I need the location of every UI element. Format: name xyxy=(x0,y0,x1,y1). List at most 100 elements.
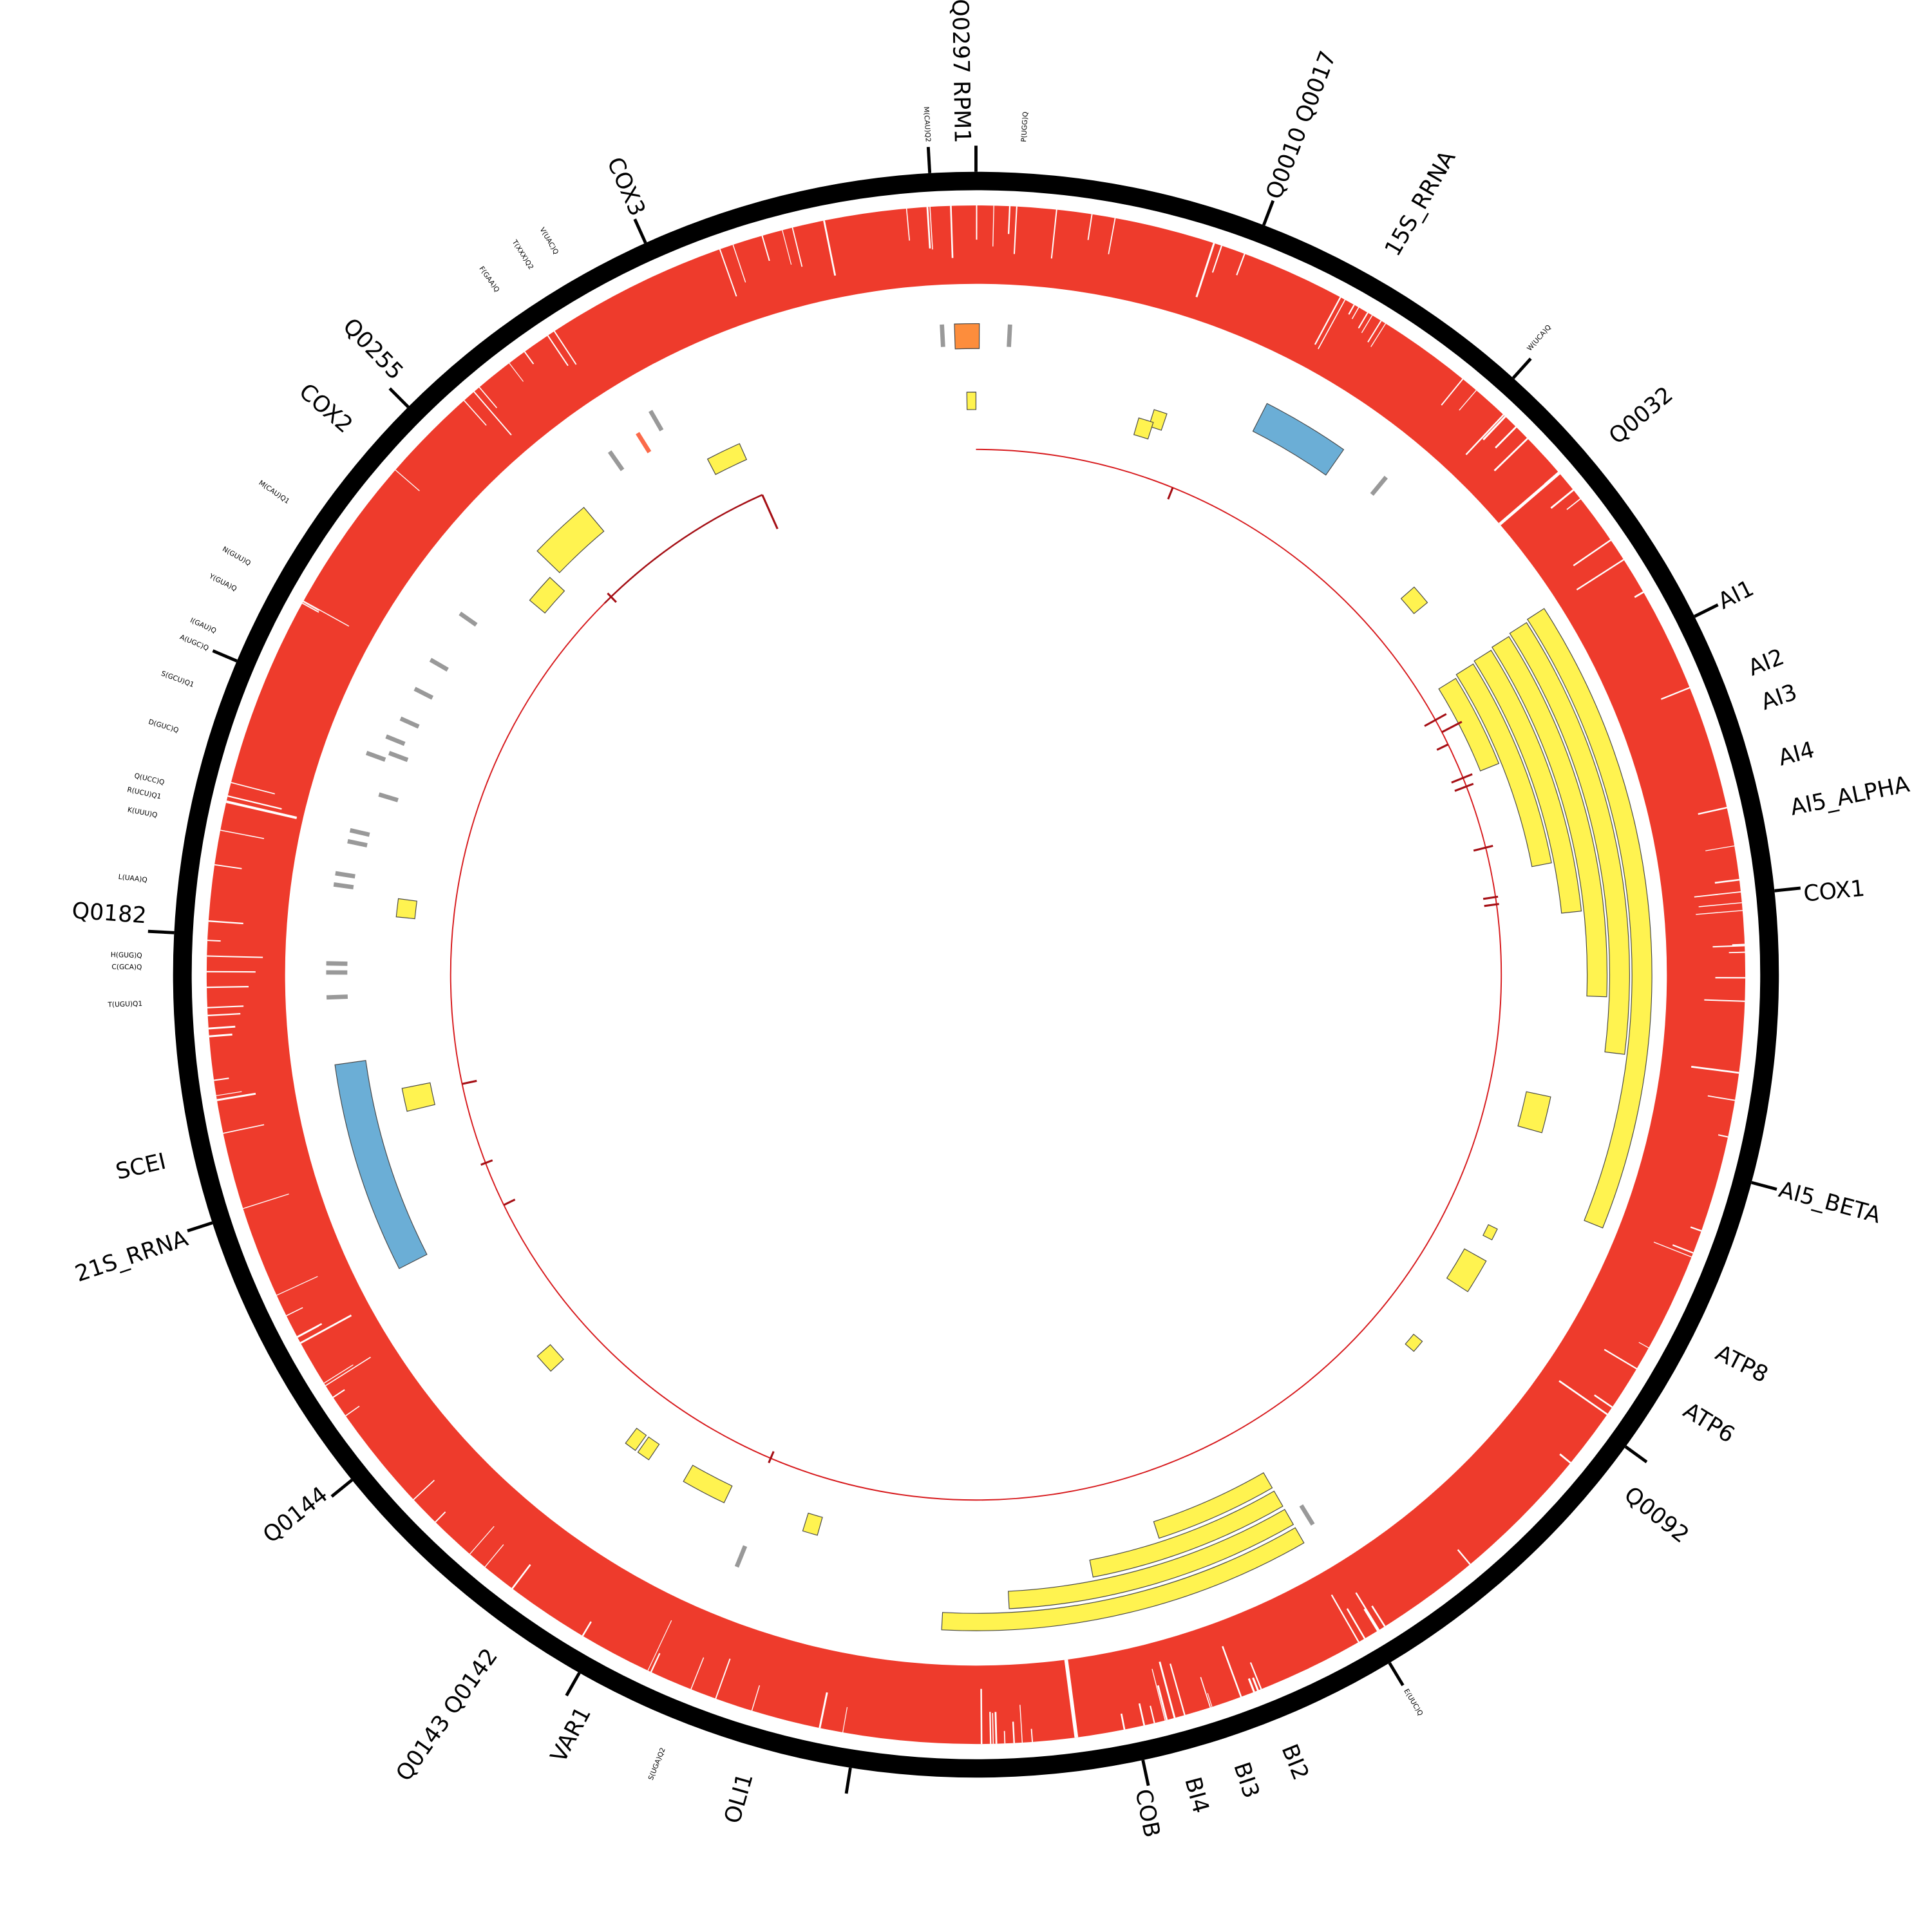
coverage-streak xyxy=(1698,806,1727,815)
coverage-streak xyxy=(395,469,420,491)
coverage-streak xyxy=(929,207,933,250)
coverage-streak xyxy=(1346,1608,1366,1640)
coverage-streak xyxy=(469,1526,495,1555)
minor-label: T(UGU)Q1 xyxy=(107,999,142,1009)
coverage-streak xyxy=(782,230,792,265)
coverage-streak xyxy=(345,1405,360,1417)
position-tick xyxy=(330,1479,354,1498)
minor-label: M(CAU)Q1 xyxy=(257,478,291,506)
arc-tick xyxy=(607,592,617,603)
coverage-streak xyxy=(1714,878,1740,884)
coverage-streak xyxy=(905,208,910,241)
minor-label: W(UCA)Q xyxy=(1525,323,1553,353)
major-label: COB xyxy=(1130,1787,1164,1840)
gene-feature xyxy=(1526,608,1653,1229)
coverage-streak xyxy=(1707,1095,1736,1101)
trna-feature xyxy=(347,838,368,848)
coverage-streak xyxy=(761,235,770,261)
coverage-streak xyxy=(220,829,265,839)
gene-feature xyxy=(1455,663,1552,867)
coverage-streak xyxy=(303,600,350,627)
coverage-streak xyxy=(435,1511,446,1523)
minor-label: S(GCU)Q1 xyxy=(160,669,195,689)
coverage-streak xyxy=(1348,304,1355,315)
coverage-streak xyxy=(1660,687,1690,700)
gene-feature xyxy=(1400,586,1428,614)
major-label: Q0143 Q0142 xyxy=(392,1644,504,1786)
major-label: COX2 xyxy=(294,379,357,439)
coverage-streak xyxy=(473,391,512,436)
coverage-streak xyxy=(1718,1134,1728,1138)
coverage-streak xyxy=(1573,539,1611,567)
arc-tick xyxy=(1451,773,1473,784)
position-tick xyxy=(1262,200,1275,226)
arc-tick xyxy=(503,1198,516,1206)
major-label: Q0092 xyxy=(1619,1482,1694,1548)
coverage-streak xyxy=(216,1092,256,1101)
position-tick xyxy=(1511,357,1532,379)
position-tick xyxy=(1751,1180,1777,1191)
major-label: BI4 xyxy=(1179,1774,1213,1816)
gene-feature xyxy=(637,1436,660,1461)
coverage-streak xyxy=(325,1356,371,1387)
coverage-streak xyxy=(302,602,319,613)
coverage-streak xyxy=(1170,1663,1186,1716)
coverage-streak xyxy=(553,330,577,365)
trna-feature xyxy=(365,750,386,762)
coverage-streak xyxy=(1370,323,1387,347)
gene-feature xyxy=(1473,650,1582,914)
minor-label: F(GAA)Q xyxy=(477,265,501,294)
gene-feature xyxy=(625,1427,647,1452)
coverage-streak xyxy=(1159,1662,1176,1718)
position-tick xyxy=(187,1221,213,1233)
major-label: SCEI xyxy=(113,1149,169,1186)
coverage-streak xyxy=(1457,1549,1471,1565)
arc-tick xyxy=(1167,487,1174,500)
major-label: BI3 xyxy=(1228,1759,1264,1801)
coverage-gap xyxy=(208,920,243,925)
coverage-streak xyxy=(1696,910,1743,915)
major-label: AI4 xyxy=(1776,737,1817,772)
coverage-streak xyxy=(1138,1703,1146,1726)
coverage-streak xyxy=(511,1564,531,1589)
minor-label: N(GUU)Q xyxy=(221,545,252,567)
trna-feature xyxy=(326,961,348,966)
coverage-streak xyxy=(1358,312,1368,329)
minor-label: K(UUU)Q xyxy=(127,806,158,820)
coverage-streak xyxy=(547,335,569,366)
major-label: AI3 xyxy=(1758,679,1801,715)
major-label: VAR1 xyxy=(546,1703,596,1767)
coverage-streak xyxy=(299,1314,352,1344)
coverage-streak xyxy=(1634,591,1644,598)
trna-feature xyxy=(1370,475,1388,496)
coverage-streak xyxy=(1698,902,1742,907)
arc-tick xyxy=(1454,782,1474,792)
major-label: 21S_RRNA xyxy=(72,1226,191,1287)
gene-feature xyxy=(1089,1490,1283,1578)
trna-feature xyxy=(349,828,370,837)
coverage-streak xyxy=(1690,1226,1702,1232)
coverage-streak xyxy=(1211,245,1222,273)
coverage-streak xyxy=(647,1620,672,1671)
coverage-streak xyxy=(980,1689,983,1745)
coverage-streak xyxy=(1207,1692,1213,1707)
intron-arc xyxy=(450,448,1502,1501)
arc-tick xyxy=(1484,903,1499,907)
major-label: ATP6 xyxy=(1678,1397,1739,1448)
coverage-streak xyxy=(1459,390,1477,411)
position-tick xyxy=(1388,1662,1405,1687)
minor-label: T(XXX)Q2 xyxy=(510,238,535,271)
arc-tick xyxy=(462,1079,477,1085)
coverage-streak xyxy=(1482,415,1506,440)
trna-feature xyxy=(649,410,664,431)
trna-feature xyxy=(1299,1504,1315,1526)
minor-label: Y(GUA)Q xyxy=(207,571,238,592)
coverage-streak xyxy=(1222,1645,1242,1698)
minor-label: A(UGC)Q xyxy=(178,633,210,652)
coverage-streak xyxy=(332,1389,345,1398)
minor-label: C(GCA)Q xyxy=(111,963,142,971)
coverage-streak xyxy=(227,795,282,810)
minor-label: V(UAC)Q xyxy=(538,226,560,256)
minor-label: Q(UCC)Q xyxy=(133,772,165,787)
